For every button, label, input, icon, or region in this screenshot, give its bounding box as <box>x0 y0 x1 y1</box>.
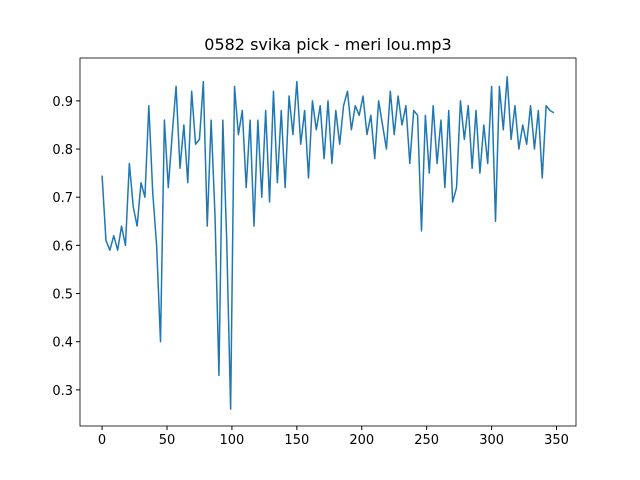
y-tick-label: 0.4 <box>52 336 73 351</box>
x-tick-label: 150 <box>284 433 309 448</box>
y-tick-label: 0.6 <box>52 239 73 254</box>
y-tick-label: 0.7 <box>52 191 73 206</box>
chart-title: 0582 svika pick - meri lou.mp3 <box>204 35 451 54</box>
x-tick-label: 200 <box>349 433 374 448</box>
y-tick-label: 0.5 <box>52 288 73 303</box>
x-tick-label: 100 <box>220 433 245 448</box>
x-tick-label: 250 <box>414 433 439 448</box>
y-tick-label: 0.3 <box>52 384 73 399</box>
x-tick-label: 350 <box>544 433 569 448</box>
x-tick-label: 300 <box>479 433 504 448</box>
y-tick-label: 0.8 <box>52 143 73 158</box>
x-tick-label: 0 <box>98 433 106 448</box>
plot-frame <box>79 57 577 427</box>
line <box>101 76 555 410</box>
y-tick-label: 0.9 <box>52 95 73 110</box>
x-tick-label: 50 <box>159 433 176 448</box>
